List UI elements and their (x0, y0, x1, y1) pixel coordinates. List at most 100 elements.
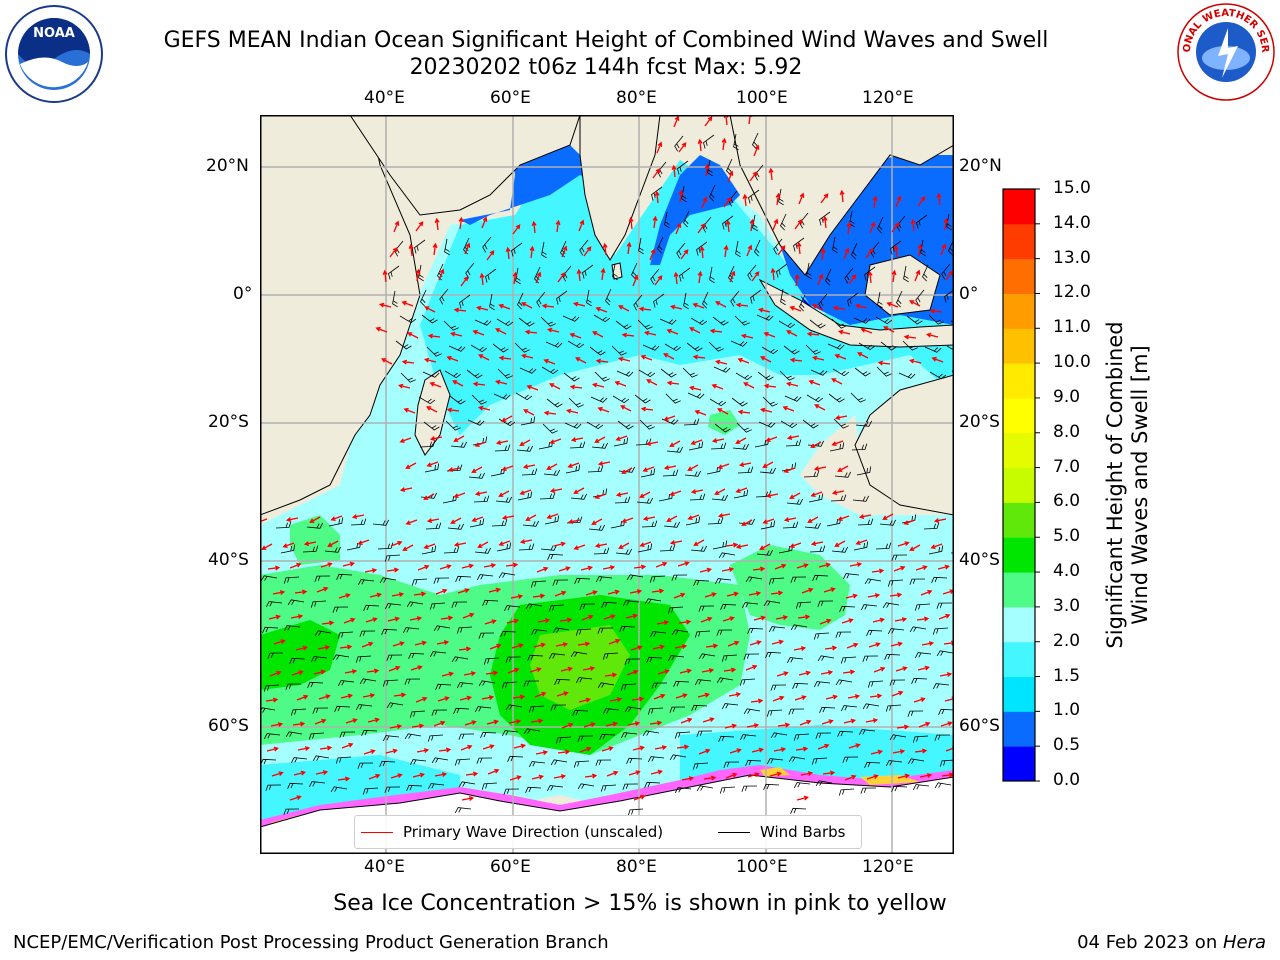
lat-tick-right: 20°S (959, 412, 1000, 432)
wave-arrow (290, 614, 304, 619)
wave-arrow (848, 274, 857, 285)
wave-arrow (535, 271, 542, 284)
wave-arrow (795, 746, 809, 752)
wind-barb (622, 783, 639, 790)
wind-barb (468, 472, 486, 479)
wave-arrow (693, 539, 705, 546)
wind-barb (605, 288, 612, 306)
wave-arrow (621, 467, 633, 474)
madagascar-land (414, 369, 451, 456)
wind-barb (674, 731, 691, 739)
wave-arrow (390, 773, 403, 779)
wind-barb (946, 213, 952, 231)
wind-barb (661, 418, 679, 425)
wave-arrow (831, 440, 844, 447)
wave-arrow (594, 493, 607, 500)
india-land (579, 115, 661, 261)
wind-barb (835, 631, 852, 638)
wind-barb (866, 629, 883, 636)
wave-arrow (351, 514, 365, 519)
wave-arrow (763, 331, 776, 338)
wave-arrow (412, 772, 425, 778)
wind-barb (929, 371, 947, 380)
wind-barb (408, 652, 425, 659)
wave-arrow (501, 465, 514, 472)
wave-arrow (748, 591, 762, 596)
wave-arrow (893, 565, 906, 572)
wind-barb (458, 733, 475, 740)
wave-arrow (498, 355, 512, 361)
wave-arrow (654, 190, 660, 204)
wave-arrow (385, 748, 398, 754)
wind-barb (527, 654, 544, 661)
wave-arrow (938, 613, 951, 620)
wind-barb (799, 294, 806, 312)
wave-arrow (774, 563, 787, 570)
wave-arrow (872, 617, 885, 623)
wave-arrow (837, 515, 850, 522)
wind-barb (626, 757, 643, 764)
wind-barb (646, 656, 663, 663)
wave-arrow (572, 301, 586, 307)
wave-arrow (399, 487, 413, 492)
wave-arrow (423, 493, 435, 500)
wind-barb (614, 496, 631, 504)
wave-arrow (674, 644, 688, 649)
wave-arrow (639, 491, 651, 498)
wave-arrow (714, 359, 728, 365)
wind-barb (482, 599, 499, 606)
wind-barb (310, 600, 327, 608)
wind-barb (478, 632, 495, 639)
wave-arrow (819, 618, 832, 625)
wave-arrow (798, 192, 805, 205)
wind-barb (545, 341, 563, 348)
wave-arrow (937, 564, 950, 570)
wind-barb (454, 758, 471, 766)
wind-barb (409, 759, 427, 766)
wind-barb (314, 575, 331, 582)
wave-arrow (525, 514, 537, 521)
wind-barb (671, 629, 689, 636)
wave-arrow (871, 568, 885, 574)
colorbar-label-line2: Wind Waves and Swell [m] (1128, 345, 1152, 625)
wave-arrow (818, 562, 831, 568)
wave-arrow (768, 167, 774, 181)
wind-barb (762, 396, 778, 407)
wave-arrow (426, 518, 440, 523)
wind-barb (359, 678, 377, 685)
wave-arrow (775, 615, 789, 620)
wind-barb (540, 316, 556, 327)
wave-arrow (705, 643, 719, 649)
wave-arrow (570, 437, 584, 442)
wind-barb (875, 316, 893, 325)
wind-barb (402, 627, 420, 634)
wave-arrow (763, 383, 777, 389)
wind-barb (530, 629, 548, 636)
wave-arrow (546, 463, 558, 470)
wind-barb (839, 605, 856, 612)
wave-arrow (655, 561, 668, 568)
wave-arrow (488, 587, 501, 593)
wind-barb (283, 576, 300, 584)
colorbar-segment (1003, 572, 1035, 608)
wave-arrow (458, 646, 472, 652)
wind-barb (587, 465, 604, 473)
wind-barb (745, 576, 763, 583)
wave-arrow (866, 774, 879, 780)
wave-arrow (615, 435, 628, 442)
wind-barb (862, 655, 879, 662)
wind-barb (928, 314, 944, 325)
wave-arrow (557, 749, 571, 755)
wave-arrow (735, 487, 748, 494)
wave-arrow (633, 794, 646, 801)
colorbar-segment (1003, 746, 1035, 782)
wave-arrow (524, 329, 538, 335)
wind-barb (721, 654, 738, 662)
wind-barb (423, 421, 440, 431)
wind-barb (770, 732, 788, 739)
wave-arrow (626, 241, 632, 255)
wave-arrow (771, 639, 784, 645)
wave-arrow (678, 619, 692, 625)
wind-barb (851, 443, 868, 451)
wind-barb (694, 630, 711, 638)
